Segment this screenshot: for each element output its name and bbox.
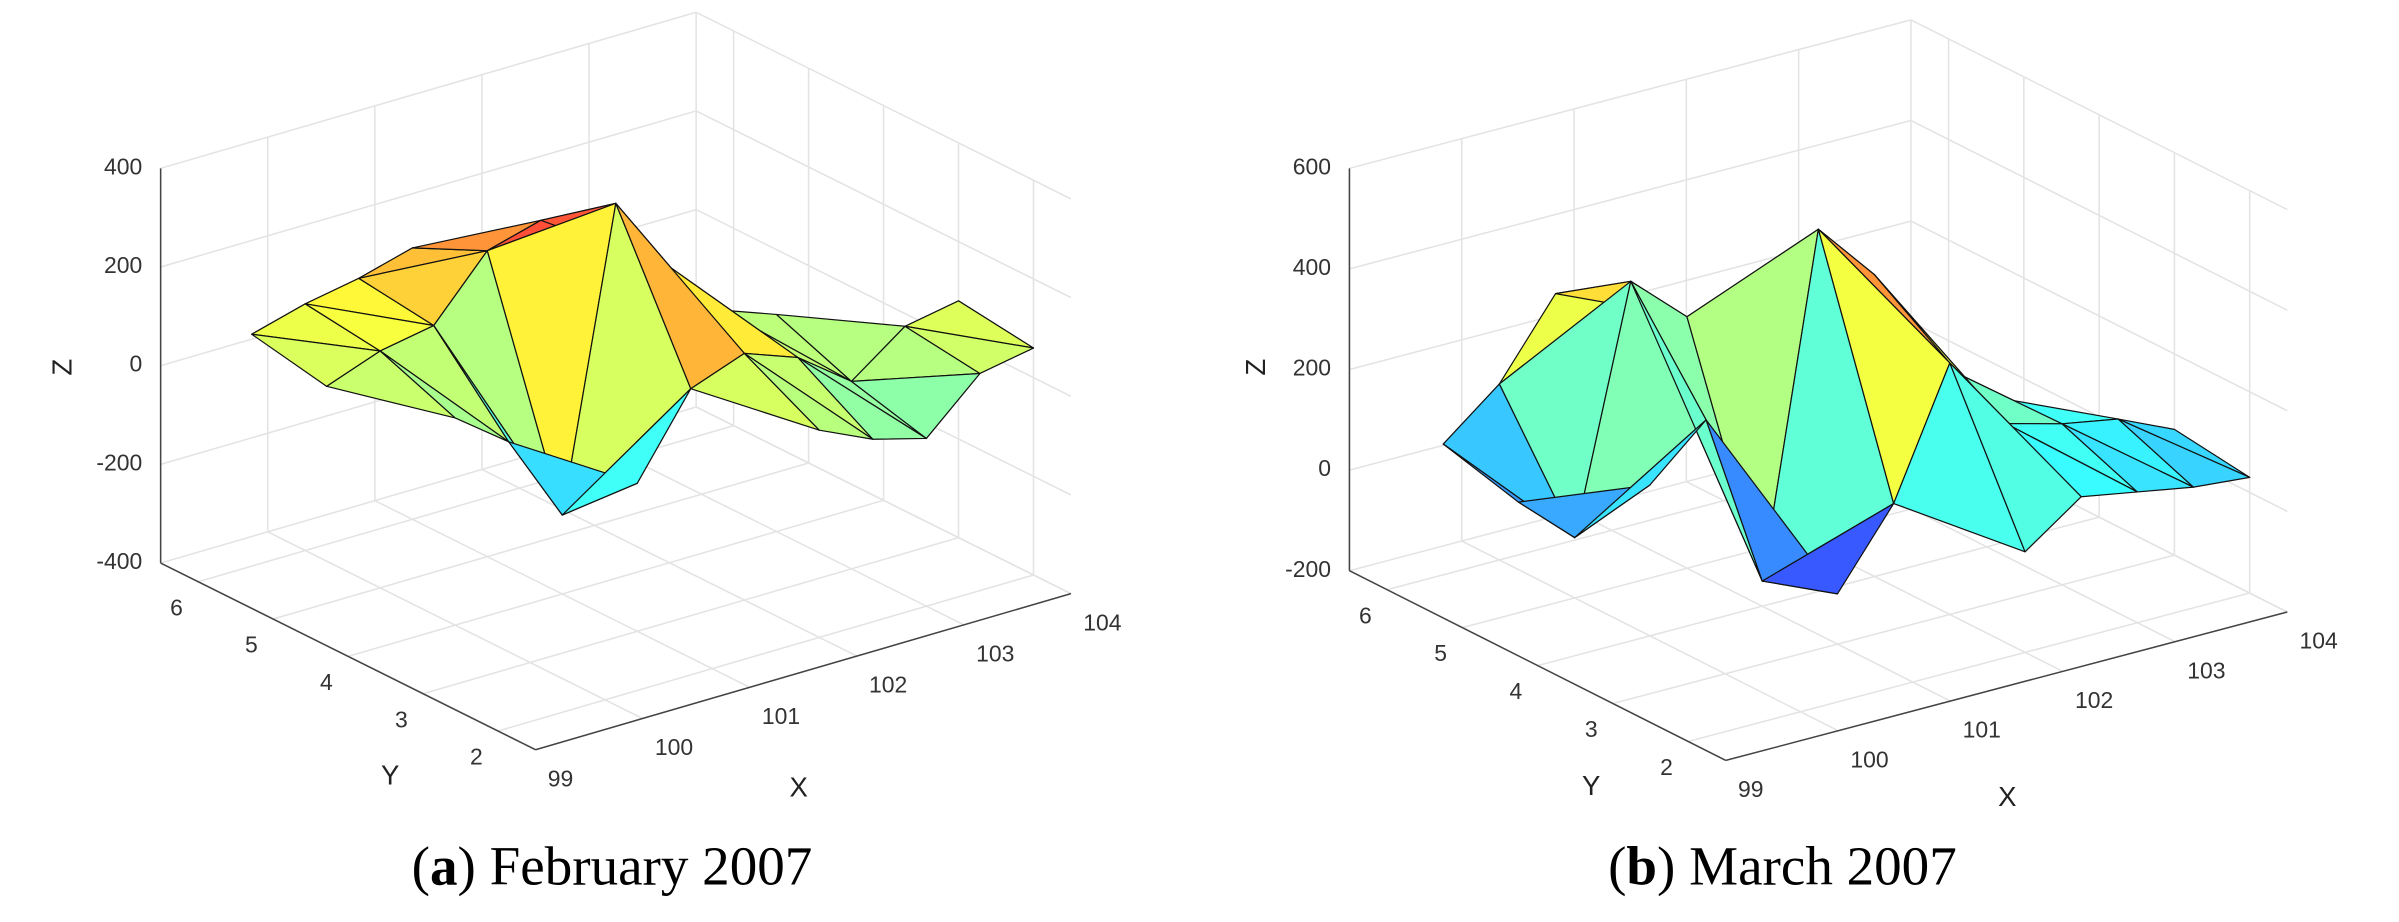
grid-line — [1910, 19, 2288, 211]
grid-line — [1612, 554, 2175, 705]
x-axis — [1725, 611, 2288, 762]
y-tick-label: 4 — [320, 669, 333, 695]
grid-line — [695, 406, 1072, 595]
z-tick-label: 400 — [104, 153, 142, 179]
surface-face — [2061, 423, 2195, 493]
grid-line — [160, 11, 697, 170]
y-tick-label: 2 — [1660, 754, 1673, 780]
z-tick-label: 200 — [1293, 355, 1331, 381]
z-axis-title: Z — [1240, 359, 1271, 376]
z-tick-label: 600 — [1293, 153, 1331, 179]
grid-line — [272, 462, 809, 620]
caption: (b) March 2007 — [1608, 835, 1957, 896]
surface-face — [797, 356, 928, 440]
z-tick-label: -400 — [96, 548, 142, 574]
grid-line — [497, 574, 1034, 732]
grid-line — [347, 499, 884, 658]
x-tick-label: 100 — [1850, 746, 1888, 772]
caption-part: ) March 2007 — [1657, 835, 1957, 896]
x-tick-label: 103 — [2187, 657, 2225, 683]
y-tick-label: 3 — [1585, 716, 1598, 742]
z-tick-label: -200 — [96, 449, 142, 475]
x-tick-label: 103 — [976, 641, 1014, 667]
caption-part: a — [430, 835, 458, 896]
y-axis-title: Y — [1582, 770, 1600, 801]
caption: (a) February 2007 — [412, 835, 813, 896]
grid-line — [1349, 119, 1912, 270]
grid-line — [695, 11, 1072, 200]
surface-face — [743, 352, 874, 440]
grid-line — [1910, 220, 2288, 412]
grid-line — [160, 110, 697, 268]
x-tick-label: 101 — [762, 703, 800, 729]
surface-face — [1949, 362, 2082, 553]
surface-face — [904, 325, 1035, 375]
z-tick-label: -200 — [1285, 556, 1331, 582]
grid-line — [1910, 119, 2288, 311]
y-tick-label: 5 — [1434, 640, 1447, 666]
x-tick-label: 101 — [1963, 717, 2001, 743]
z-axis-title: Z — [47, 359, 78, 376]
grid-line — [695, 110, 1072, 299]
grid-line — [1687, 592, 2250, 743]
x-tick-label: 104 — [1083, 609, 1122, 635]
z-tick-label: 0 — [130, 351, 143, 377]
z-tick-label: 0 — [1318, 455, 1331, 481]
surface-face — [850, 372, 981, 440]
y-axis-title: Y — [381, 760, 399, 791]
surface-face — [1574, 419, 1707, 539]
x-axis — [535, 592, 1072, 751]
caption-part: b — [1626, 835, 1657, 896]
surface-face — [561, 388, 692, 516]
y-axis — [160, 562, 536, 751]
caption-part: ( — [1608, 835, 1626, 896]
x-tick-label: 102 — [869, 672, 907, 698]
x-tick-label: 99 — [1738, 776, 1764, 802]
grid-line — [695, 208, 1072, 397]
grid-line — [422, 536, 959, 695]
grid-line — [1349, 19, 1912, 170]
x-axis-title: X — [789, 772, 807, 803]
surface-face — [2117, 418, 2251, 488]
z-tick-label: 200 — [104, 252, 142, 278]
y-axis — [1349, 570, 1727, 762]
x-tick-label: 104 — [2300, 628, 2339, 654]
x-axis-title: X — [1998, 781, 2016, 812]
x-tick-label: 99 — [548, 765, 574, 791]
surface-face — [1761, 502, 1895, 595]
caption-part: ) February 2007 — [458, 835, 813, 896]
z-tick-label: 400 — [1293, 254, 1331, 280]
y-tick-label: 6 — [1359, 602, 1372, 628]
y-tick-label: 5 — [245, 632, 258, 658]
surface-face — [379, 350, 510, 443]
y-tick-label: 4 — [1510, 678, 1523, 704]
y-tick-label: 6 — [170, 594, 183, 620]
x-tick-label: 102 — [2075, 687, 2113, 713]
caption-part: ( — [412, 835, 430, 896]
y-tick-label: 2 — [470, 744, 483, 770]
x-tick-label: 100 — [655, 734, 693, 760]
y-tick-label: 3 — [395, 706, 408, 732]
